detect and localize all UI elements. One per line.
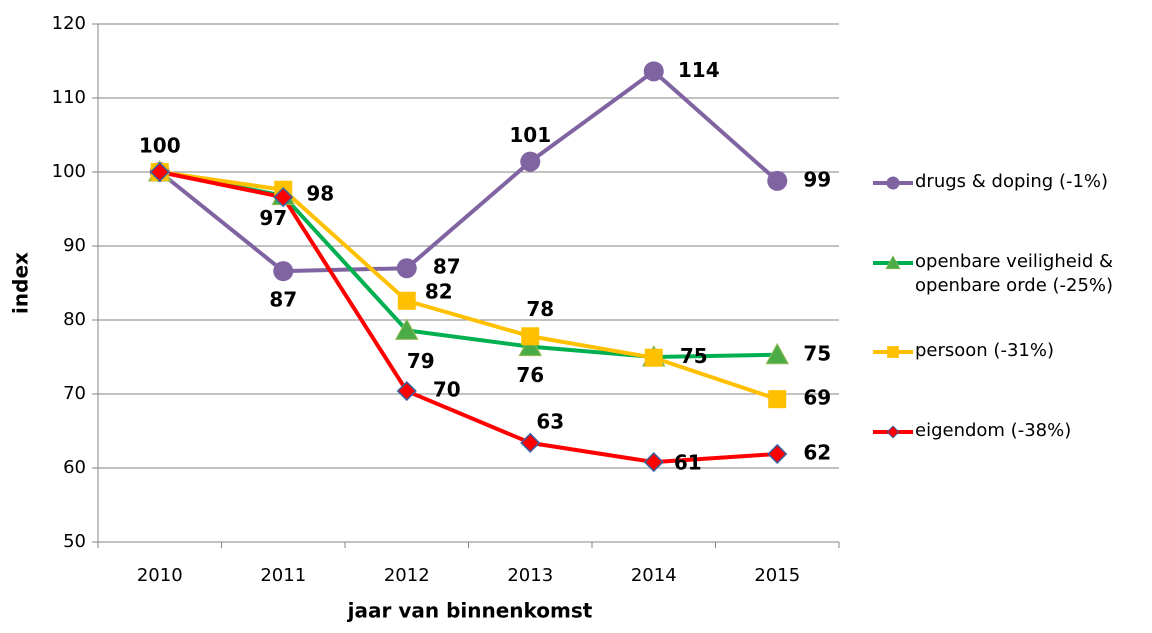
marker [518, 334, 543, 357]
marker [886, 176, 900, 190]
legend-item: persoon (-31%) [915, 340, 1054, 361]
y-tick-label: 50 [63, 531, 86, 552]
data-label: 62 [803, 440, 831, 464]
data-label: 63 [536, 409, 564, 433]
y-tick-label: 60 [63, 457, 86, 478]
data-label: 61 [674, 451, 702, 475]
series-line [158, 69, 779, 274]
x-tick-label: 2014 [631, 565, 677, 586]
y-tick-label: 80 [63, 309, 86, 330]
x-axis-title: jaar van binnenkomst [347, 599, 593, 623]
y-tick-label: 70 [63, 383, 86, 404]
y-axis-title: index [9, 252, 33, 314]
marker [768, 390, 787, 409]
y-tick-label: 110 [52, 87, 86, 108]
data-label: 97 [259, 206, 287, 230]
marker [396, 258, 417, 279]
marker [767, 170, 788, 191]
data-label: 87 [433, 255, 461, 279]
data-label: 100 [139, 134, 181, 158]
y-tick-label: 90 [63, 235, 86, 256]
data-label: 82 [425, 279, 453, 303]
marker [887, 346, 899, 358]
x-tick-label: 2015 [754, 565, 800, 586]
data-label: 87 [269, 288, 297, 312]
y-tick-label: 120 [52, 13, 86, 34]
x-tick-label: 2010 [137, 565, 183, 586]
marker [885, 255, 901, 270]
legend-item: drugs & doping (-1%) [915, 171, 1109, 192]
data-label: 99 [803, 167, 831, 191]
marker [273, 261, 294, 282]
legend-item: eigendom (-38%) [915, 420, 1072, 441]
marker [520, 432, 541, 453]
data-label: 114 [678, 58, 720, 82]
legend-label: persoon (-31%) [915, 340, 1054, 361]
data-label: 79 [407, 349, 435, 373]
marker [273, 187, 294, 208]
marker [149, 161, 170, 183]
data-label: 75 [680, 344, 708, 368]
marker [643, 452, 664, 473]
marker [643, 61, 664, 82]
x-tick-label: 2013 [507, 565, 553, 586]
marker [765, 342, 790, 365]
marker [396, 380, 417, 402]
marker [886, 425, 900, 439]
series-line [159, 170, 778, 359]
marker [520, 151, 541, 172]
data-label: 101 [509, 123, 551, 147]
series-line [159, 170, 778, 465]
marker [397, 291, 416, 310]
marker [644, 348, 663, 367]
legend-label: openbare veiligheid & openbare orde (-25… [915, 251, 1114, 296]
data-label: 76 [516, 363, 544, 387]
marker [394, 318, 419, 340]
data-label: 69 [803, 386, 831, 410]
data-label: 75 [803, 341, 831, 365]
data-label: 70 [433, 378, 461, 402]
x-tick-label: 2012 [384, 565, 430, 586]
data-label: 98 [306, 181, 334, 205]
series-line [159, 170, 778, 402]
marker [521, 327, 540, 346]
legend-label: eigendom (-38%) [915, 420, 1072, 441]
y-tick-label: 100 [52, 161, 86, 182]
legend-label: drugs & doping (-1%) [915, 171, 1109, 192]
marker [767, 443, 788, 465]
x-tick-label: 2011 [260, 565, 306, 586]
data-label: 78 [526, 297, 554, 321]
legend-item: openbare veiligheid & openbare orde (-25… [915, 251, 1114, 296]
